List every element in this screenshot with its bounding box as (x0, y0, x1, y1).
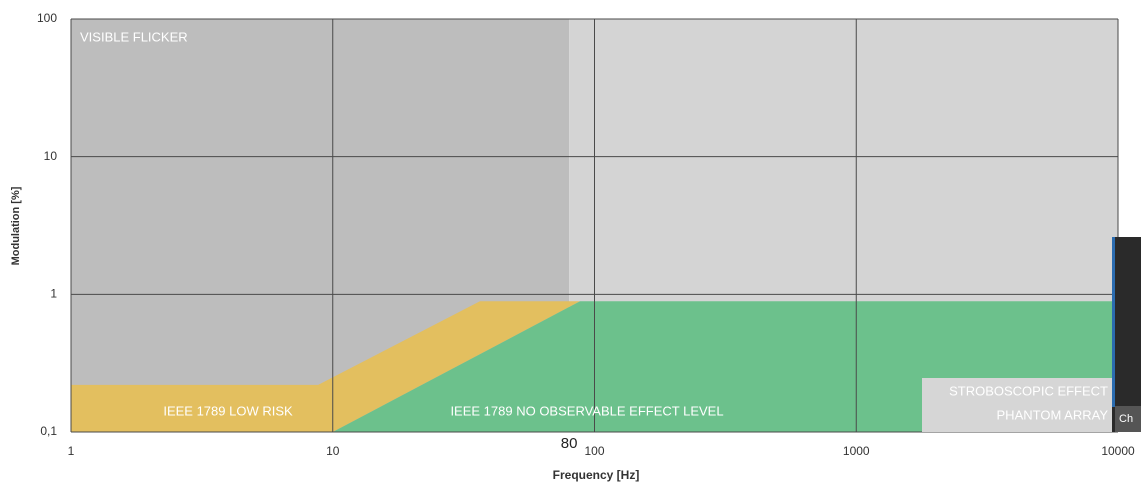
video-caption: Ch (1119, 413, 1133, 425)
y-tick-label: 0,1 (40, 424, 57, 438)
x-tick-label: 1 (68, 444, 75, 458)
x-tick-label: 100 (584, 444, 604, 458)
x-marker-label: 80 (561, 435, 578, 452)
y-axis-label: Modulation [%] (10, 186, 22, 265)
region-label: VISIBLE FLICKER (80, 29, 188, 44)
x-tick-label: 10000 (1101, 444, 1135, 458)
y-tick-label: 100 (37, 11, 57, 25)
y-tick-label: 10 (44, 149, 58, 163)
x-tick-label: 10 (326, 444, 340, 458)
chart: STROBOSCOPIC EFFECT PHANTOM ARRAY Ch Fre… (0, 0, 1141, 486)
region-label: IEEE 1789 NO OBSERVABLE EFFECT LEVEL (450, 403, 723, 418)
x-axis-label: Frequency [Hz] (553, 468, 640, 482)
annotation: STROBOSCOPIC EFFECT (949, 383, 1108, 398)
video-thumbnail (1112, 237, 1141, 432)
region-label: IEEE 1789 LOW RISK (163, 403, 293, 418)
x-tick-label: 1000 (843, 444, 870, 458)
annotation: PHANTOM ARRAY (997, 407, 1109, 422)
y-tick-label: 1 (50, 287, 57, 301)
video-border (1112, 237, 1115, 407)
